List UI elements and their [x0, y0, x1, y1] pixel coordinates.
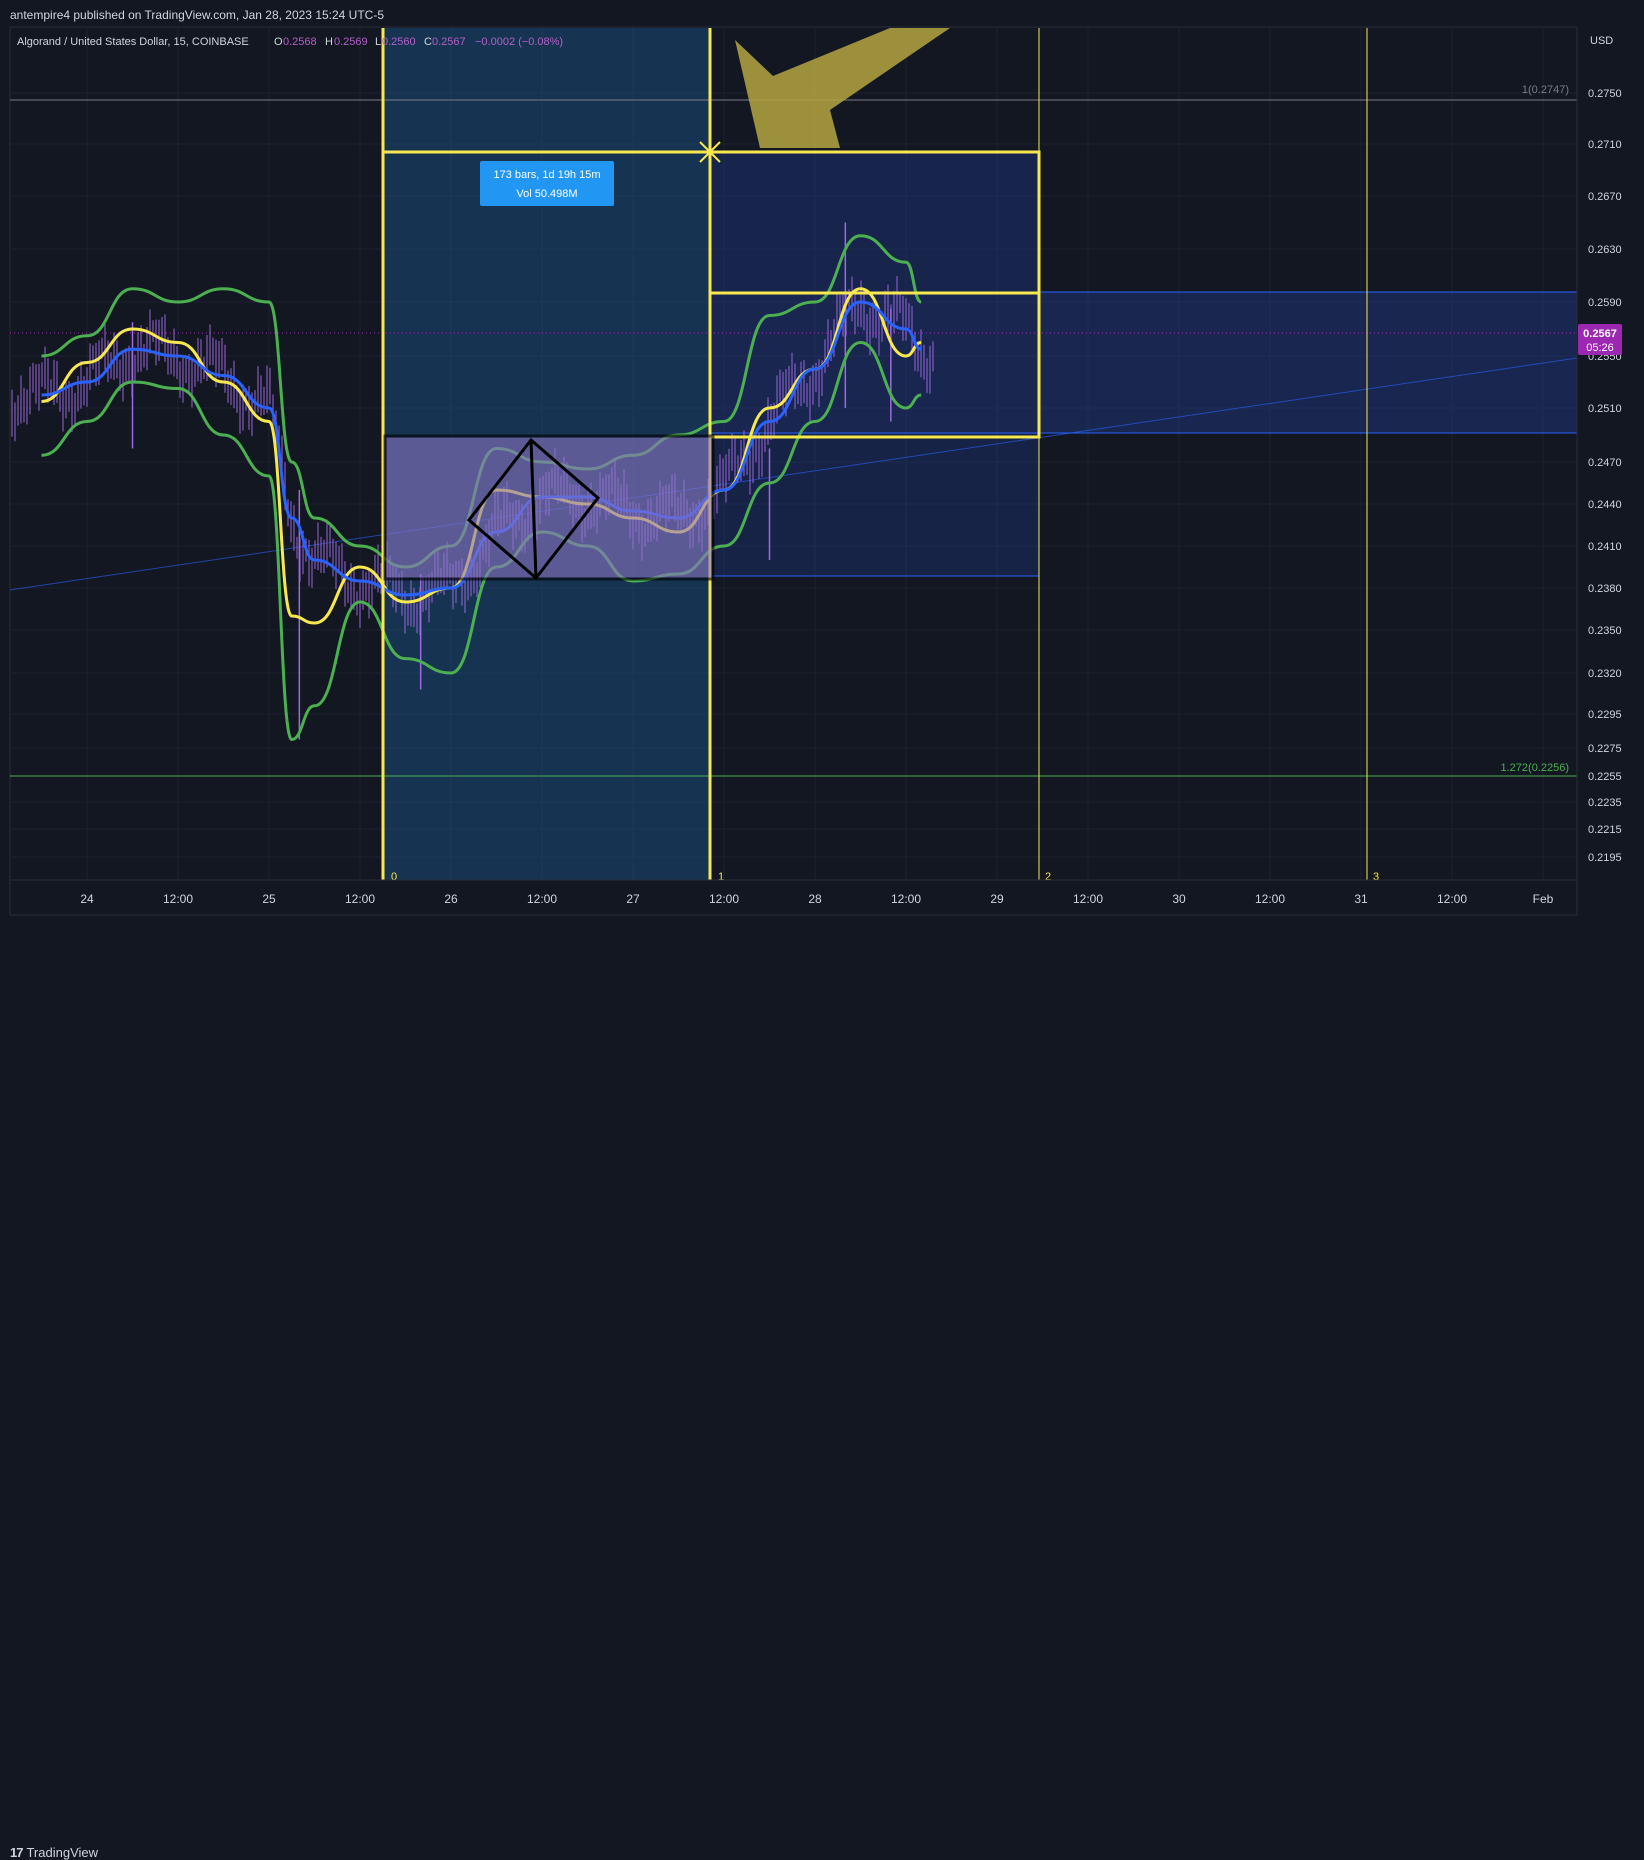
measure-label-box [480, 161, 614, 206]
time-tick: 26 [444, 892, 458, 906]
current-price-value: 0.2567 [1583, 328, 1617, 340]
symbol-legend: Algorand / United States Dollar, 15, COI… [17, 36, 563, 48]
current-price-badge: 0.2567 05:26 [1578, 324, 1622, 355]
cycle-label: 2 [1045, 871, 1051, 883]
price-tick: 0.2440 [1588, 499, 1622, 511]
price-tick: 0.2255 [1588, 771, 1622, 783]
time-tick: 28 [808, 892, 822, 906]
symbol-title: Algorand / United States Dollar, 15, COI… [17, 36, 249, 48]
time-tick: 27 [626, 892, 640, 906]
cycle-label: 1 [718, 871, 724, 883]
legend-open: 0.2568 [283, 36, 317, 48]
grid [10, 28, 1577, 880]
time-tick: 12:00 [345, 892, 375, 906]
price-tick: 0.2470 [1588, 457, 1622, 469]
legend-low: 0.2560 [382, 36, 416, 48]
currency-label: USD [1590, 35, 1613, 47]
legend-high: 0.2569 [334, 36, 368, 48]
time-tick: 12:00 [527, 892, 557, 906]
time-tick: 24 [80, 892, 94, 906]
time-tick: 12:00 [163, 892, 193, 906]
tradingview-logo[interactable]: 17 TradingView [10, 1845, 98, 1860]
top-bar: antempire4 published on TradingView.com,… [0, 0, 1644, 28]
price-tick: 0.2295 [1588, 709, 1622, 721]
time-tick: 12:00 [709, 892, 739, 906]
price-tick: 0.2275 [1588, 743, 1622, 755]
price-tick: 0.2750 [1588, 88, 1622, 100]
price-tick: 0.2195 [1588, 852, 1622, 864]
current-price-badge-bg [1578, 324, 1622, 355]
time-tick: 25 [262, 892, 276, 906]
price-tick: 0.2215 [1588, 824, 1622, 836]
time-tick: Feb [1533, 892, 1554, 906]
measure-vol-text: Vol 50.498M [516, 188, 577, 200]
price-tick: 0.2710 [1588, 139, 1622, 151]
bottom-bar: 17 TradingView [0, 920, 1644, 1860]
price-tick: 0.2350 [1588, 625, 1622, 637]
price-tick: 0.2630 [1588, 244, 1622, 256]
legend-o-label: O [274, 36, 283, 48]
time-tick: 12:00 [891, 892, 921, 906]
cycle-label: 0 [391, 871, 397, 883]
legend-close: 0.2567 [432, 36, 466, 48]
time-tick: 29 [990, 892, 1004, 906]
fib-label-top: 1(0.2747) [1522, 84, 1569, 96]
lower-band-line [41, 340, 922, 742]
price-tick: 0.2235 [1588, 797, 1622, 809]
cycle-label: 3 [1373, 871, 1379, 883]
trend-line [9, 357, 1578, 591]
price-tick: 0.2510 [1588, 403, 1622, 415]
price-tick: 0.2380 [1588, 583, 1622, 595]
price-axis[interactable]: 0.27500.27100.26700.26300.25900.25500.25… [1576, 28, 1622, 915]
time-axis[interactable]: 24 12:00 25 12:00 26 12:00 27 12:00 28 12:00 29 12:… [10, 879, 1577, 906]
time-tick: 12:00 [1073, 892, 1103, 906]
tradingview-logo-icon: 17 [10, 1845, 24, 1860]
time-tick: 31 [1354, 892, 1368, 906]
lower-range-band [710, 433, 1039, 576]
measure-label[interactable]: 173 bars, 1d 19h 15m Vol 50.498M [480, 161, 614, 206]
arrow-annotation [735, 28, 950, 148]
price-tick: 0.2670 [1588, 191, 1622, 203]
upper-range-band [710, 152, 1039, 292]
tradingview-logo-text: TradingView [26, 1845, 99, 1860]
legend-l-label: L [375, 36, 381, 48]
drawings: 0 1 2 3 [381, 28, 1379, 883]
legend-h-label: H [325, 36, 333, 48]
consolidation-box [383, 434, 715, 581]
time-tick: 12:00 [1255, 892, 1285, 906]
legend-c-label: C [424, 36, 432, 48]
legend-change: −0.0002 (−0.08%) [475, 36, 563, 48]
fib-label-bottom: 1.272(0.2256) [1501, 762, 1570, 774]
time-tick: 12:00 [1437, 892, 1467, 906]
diamond-axis [529, 439, 538, 579]
price-tick: 0.2590 [1588, 297, 1622, 309]
price-tick: 0.2320 [1588, 668, 1622, 680]
published-info: antempire4 published on TradingView.com,… [10, 8, 385, 22]
measure-bars-text: 173 bars, 1d 19h 15m [493, 169, 600, 181]
price-tick: 0.2410 [1588, 541, 1622, 553]
time-tick: 30 [1172, 892, 1186, 906]
countdown-value: 05:26 [1586, 342, 1614, 354]
cross-marker [699, 141, 721, 163]
